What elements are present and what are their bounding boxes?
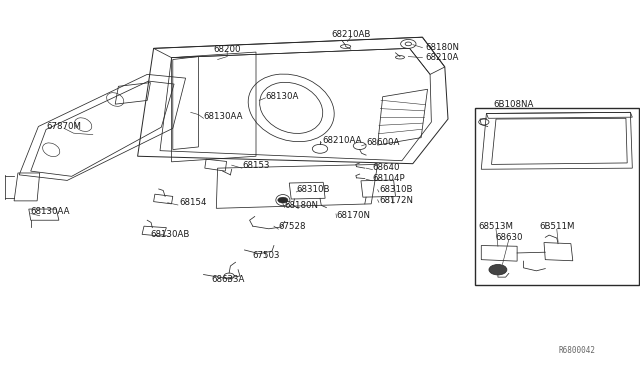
Text: 68633A: 68633A <box>211 275 244 283</box>
Text: 68210AA: 68210AA <box>322 136 362 145</box>
Text: 68310B: 68310B <box>296 185 330 194</box>
Text: 68630: 68630 <box>495 233 522 242</box>
Text: 67528: 67528 <box>278 222 306 231</box>
Text: 68210AB: 68210AB <box>331 31 371 39</box>
Text: 68180N: 68180N <box>426 43 460 52</box>
Text: 68200: 68200 <box>214 45 241 54</box>
Text: 68153: 68153 <box>242 161 269 170</box>
Text: 68172N: 68172N <box>379 196 413 205</box>
Circle shape <box>278 197 288 203</box>
Text: 68170N: 68170N <box>337 211 371 220</box>
Text: 68513M: 68513M <box>479 222 513 231</box>
Text: 68130AA: 68130AA <box>31 207 70 216</box>
Bar <box>475 108 639 285</box>
Text: 6B511M: 6B511M <box>539 222 575 231</box>
Text: 68154: 68154 <box>179 198 207 207</box>
Text: 67503: 67503 <box>253 251 280 260</box>
Text: 68640: 68640 <box>372 163 400 172</box>
Text: R6800042: R6800042 <box>558 346 595 355</box>
Text: 68310B: 68310B <box>379 185 412 194</box>
Text: 68130A: 68130A <box>266 92 299 101</box>
Circle shape <box>489 264 507 275</box>
Text: 68600A: 68600A <box>367 138 400 147</box>
Text: 67870M: 67870M <box>47 122 81 131</box>
Text: 68104P: 68104P <box>372 174 405 183</box>
Text: 68130AA: 68130AA <box>204 112 243 121</box>
Text: 68130AB: 68130AB <box>150 230 189 239</box>
Text: 6B108NA: 6B108NA <box>493 100 534 109</box>
Text: 68180N: 68180N <box>285 201 319 210</box>
Text: 68210A: 68210A <box>426 53 459 62</box>
